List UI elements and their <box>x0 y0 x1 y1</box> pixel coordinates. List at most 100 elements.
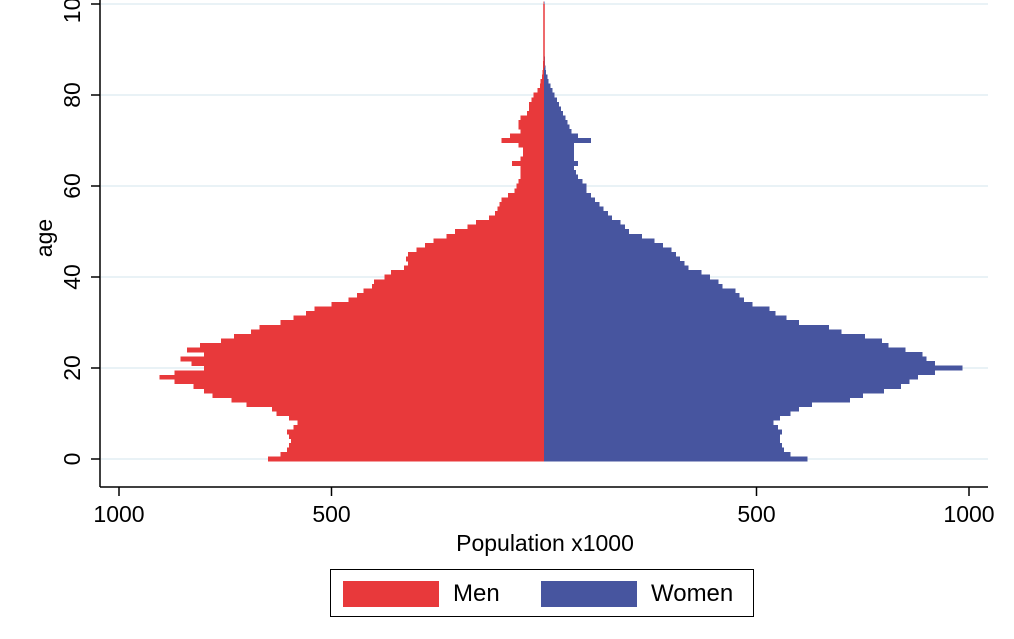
bar-men <box>246 402 544 407</box>
bar-women <box>544 365 963 371</box>
bar-men <box>193 383 544 389</box>
bar-men <box>497 206 544 212</box>
x-tick-label: 500 <box>312 501 350 527</box>
bar-men <box>280 452 544 458</box>
bar-women <box>544 197 595 203</box>
bar-men <box>405 256 544 262</box>
bar-women <box>544 238 655 244</box>
bar-women <box>544 406 799 412</box>
bar-men <box>454 229 544 235</box>
bar-women <box>544 97 557 103</box>
bar-men <box>363 288 544 294</box>
legend-label-men: Men <box>453 580 500 607</box>
bar-men <box>520 129 544 134</box>
bar-men <box>501 138 544 144</box>
bar-women <box>544 315 787 321</box>
bar-women <box>544 265 689 271</box>
bar-women <box>544 370 935 376</box>
bar-men <box>520 115 544 121</box>
bar-men <box>520 165 544 171</box>
axes: 1000 500 500 1000 0 20 40 60 80 100 Population x… <box>31 0 995 556</box>
bar-men <box>331 302 544 307</box>
bar-women <box>544 106 561 112</box>
bar-women <box>544 374 918 380</box>
bar-men <box>541 74 544 80</box>
bar-men <box>180 356 544 362</box>
bar-men <box>314 306 544 312</box>
bar-men <box>516 183 544 189</box>
bar-men <box>212 393 544 398</box>
bar-men <box>467 224 544 230</box>
bar-men <box>289 433 544 439</box>
bar-women <box>544 415 780 421</box>
bar-men <box>518 120 544 125</box>
y-tick-label: 40 <box>59 264 85 290</box>
bar-men <box>520 170 544 175</box>
bar-men <box>488 215 544 221</box>
bar-women <box>544 101 559 107</box>
bar-women <box>544 224 625 230</box>
bar-men <box>191 361 544 367</box>
bar-women <box>544 279 719 285</box>
bar-women <box>544 438 780 444</box>
bar-women <box>544 124 570 130</box>
bar-women <box>544 251 676 257</box>
legend-label-women: Women <box>651 580 734 607</box>
bar-men <box>539 83 544 89</box>
x-axis-label: Population x1000 <box>456 530 634 556</box>
bar-women <box>544 147 574 153</box>
bar-women <box>544 443 782 448</box>
bar-men <box>518 142 544 148</box>
bar-women <box>544 192 591 198</box>
bar-women <box>544 452 791 458</box>
bar-women <box>544 69 547 75</box>
bar-women <box>544 429 782 435</box>
bar-women <box>544 292 740 298</box>
bar-men <box>289 415 544 421</box>
bar-women <box>544 206 604 212</box>
bar-men <box>293 424 544 430</box>
bar-men <box>174 379 544 385</box>
bar-women <box>544 151 574 157</box>
y-tick-label: 20 <box>59 355 85 381</box>
bar-men <box>476 220 544 225</box>
bar-men <box>267 456 544 462</box>
bar-men <box>518 179 544 185</box>
legend-swatch-women <box>541 581 637 607</box>
bar-women <box>544 447 785 453</box>
bar-women <box>544 211 608 216</box>
x-tick-label: 500 <box>737 501 775 527</box>
bar-men <box>529 106 544 112</box>
bar-men <box>540 79 544 84</box>
bar-men <box>520 174 544 180</box>
bar-women <box>544 411 791 417</box>
legend-item-women: Women <box>541 580 734 607</box>
bar-women <box>544 142 574 148</box>
bar-women <box>544 65 546 71</box>
bar-men <box>204 352 544 357</box>
bar-women <box>544 352 923 357</box>
y-tick-label: 0 <box>59 453 85 466</box>
bar-women <box>544 129 572 134</box>
bar-men <box>159 374 544 380</box>
y-tick-label: 60 <box>59 173 85 199</box>
bar-men <box>542 69 544 75</box>
bar-women <box>544 402 812 407</box>
bar-men <box>522 147 544 153</box>
bar-men <box>291 438 544 444</box>
bar-men <box>495 211 544 216</box>
bar-men <box>348 297 544 303</box>
bar-women <box>544 88 553 94</box>
bar-men <box>357 292 544 298</box>
bar-men <box>259 324 544 330</box>
bar-men <box>297 420 544 426</box>
bar-women <box>544 383 901 389</box>
bar-women <box>544 274 710 280</box>
bar-men <box>416 247 544 253</box>
bar-men <box>501 197 544 203</box>
bar-women <box>544 174 578 180</box>
bar-men <box>514 188 544 194</box>
bar-women <box>544 361 935 367</box>
